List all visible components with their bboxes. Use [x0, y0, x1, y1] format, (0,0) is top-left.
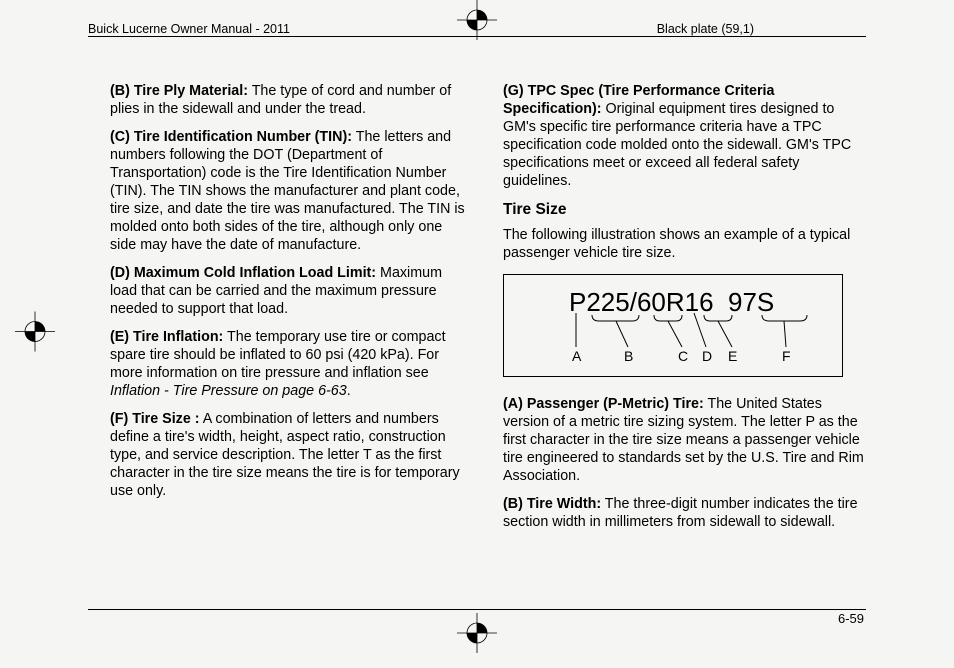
header-rule [88, 36, 866, 37]
fig-label-a: A [572, 348, 582, 364]
fig-label-b: B [624, 348, 633, 364]
text-e-italic: Inflation - Tire Pressure on page 6‑63 [110, 383, 347, 399]
page-header: Buick Lucerne Owner Manual - 2011 Black … [0, 20, 954, 50]
label-b-def: (B) Tire Width: [503, 496, 601, 512]
para-a-def: (A) Passenger (P‑Metric) Tire: The Unite… [503, 395, 864, 485]
label-b: (B) Tire Ply Material: [110, 83, 248, 99]
label-e: (E) Tire Inflation: [110, 329, 223, 345]
fig-label-d: D [702, 348, 712, 364]
tire-size-figure: P225/60R16 97S A B C D E F [503, 274, 843, 377]
para-b-def: (B) Tire Width: The three‑digit number i… [503, 495, 864, 531]
tire-size-heading: Tire Size [503, 200, 864, 220]
header-left-text: Buick Lucerne Owner Manual - 2011 [88, 22, 290, 36]
label-c: (C) Tire Identification Number (TIN): [110, 129, 352, 145]
para-g: (G) TPC Spec (Tire Performance Criteria … [503, 82, 864, 190]
fig-label-c: C [678, 348, 688, 364]
para-b: (B) Tire Ply Material: The type of cord … [110, 82, 471, 118]
label-a-def: (A) Passenger (P‑Metric) Tire: [503, 396, 704, 412]
page-number: 6-59 [838, 611, 864, 626]
fig-label-f: F [782, 348, 791, 364]
left-column: (B) Tire Ply Material: The type of cord … [110, 82, 471, 541]
para-d: (D) Maximum Cold Inflation Load Limit: M… [110, 264, 471, 318]
label-d: (D) Maximum Cold Inflation Load Limit: [110, 265, 376, 281]
text-c: The letters and numbers following the DO… [110, 129, 465, 253]
label-f: (F) Tire Size : [110, 411, 200, 427]
para-e: (E) Tire Inflation: The temporary use ti… [110, 328, 471, 400]
fig-label-e: E [728, 348, 737, 364]
tire-size-intro: The following illustration shows an exam… [503, 226, 864, 262]
tire-size-diagram: P225/60R16 97S A B C D E F [504, 285, 844, 365]
registration-mark-bottom [447, 613, 507, 658]
tire-code-text: P225/60R16 97S [569, 287, 774, 317]
content-columns: (B) Tire Ply Material: The type of cord … [110, 82, 864, 541]
para-f: (F) Tire Size : A combination of letters… [110, 410, 471, 500]
text-e-post: . [347, 383, 351, 399]
registration-mark-left [15, 302, 55, 367]
header-right-text: Black plate (59,1) [657, 22, 754, 36]
right-column: (G) TPC Spec (Tire Performance Criteria … [503, 82, 864, 541]
para-c: (C) Tire Identification Number (TIN): Th… [110, 128, 471, 254]
footer-rule [88, 609, 866, 610]
